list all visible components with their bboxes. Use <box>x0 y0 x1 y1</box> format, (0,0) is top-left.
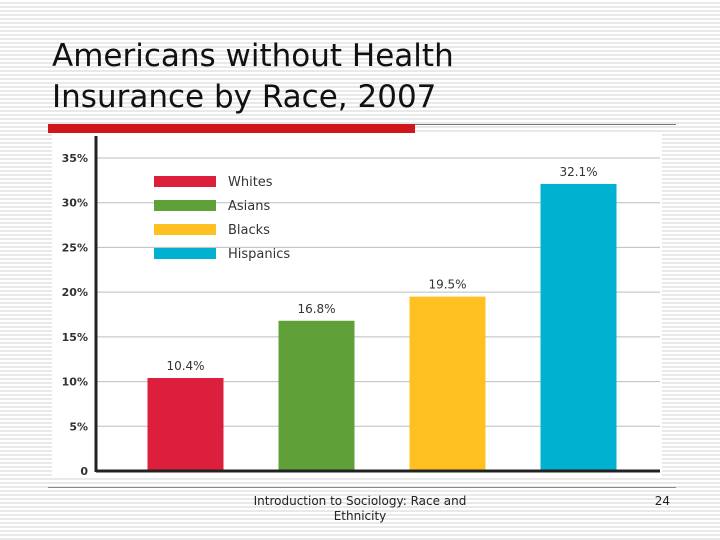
slide-title: Americans without Health Insurance by Ra… <box>52 38 454 115</box>
chart-panel: 0 5% 10% 15% 20% 25% 30% 35% 10.4% 16.8% 19.5% 32.… <box>52 133 662 478</box>
y-tick-label: 15% <box>62 331 88 344</box>
bar-hispanics <box>540 183 617 472</box>
footer-rule <box>48 487 676 488</box>
legend-label: Blacks <box>228 223 270 238</box>
y-tick-label: 10% <box>62 376 88 389</box>
y-tick-label: 35% <box>62 152 88 165</box>
title-accent-bar <box>48 124 415 133</box>
footer-text: Introduction to Sociology: Race and Ethn… <box>253 494 467 523</box>
legend-label: Whites <box>228 175 273 190</box>
bar-whites <box>147 377 224 471</box>
y-tick-label: 30% <box>62 197 88 210</box>
legend-swatch-hispanics <box>154 248 216 259</box>
page-number: 24 <box>654 494 670 508</box>
bar-value-labels: 10.4% 16.8% 19.5% 32.1% <box>166 165 597 373</box>
bar-value-label: 16.8% <box>297 302 335 316</box>
bar-blacks <box>409 296 486 471</box>
bar-value-label: 32.1% <box>559 165 597 179</box>
bar-chart: 0 5% 10% 15% 20% 25% 30% 35% 10.4% 16.8% 19.5% 32.… <box>62 136 660 478</box>
legend: Whites Asians Blacks Hispanics <box>154 175 290 262</box>
bar-asians <box>278 320 355 471</box>
bars <box>147 183 617 472</box>
legend-swatch-blacks <box>154 224 216 235</box>
y-axis-ticks: 0 5% 10% 15% 20% 25% 30% 35% <box>62 152 89 478</box>
legend-swatch-whites <box>154 176 216 187</box>
y-tick-label: 5% <box>69 420 88 433</box>
legend-label: Hispanics <box>228 247 290 262</box>
bar-value-label: 10.4% <box>166 359 204 373</box>
legend-swatch-asians <box>154 200 216 211</box>
bar-value-label: 19.5% <box>428 278 466 292</box>
y-tick-label: 20% <box>62 286 88 299</box>
y-tick-label: 0 <box>80 465 88 478</box>
y-tick-label: 25% <box>62 241 88 254</box>
legend-label: Asians <box>228 199 270 214</box>
